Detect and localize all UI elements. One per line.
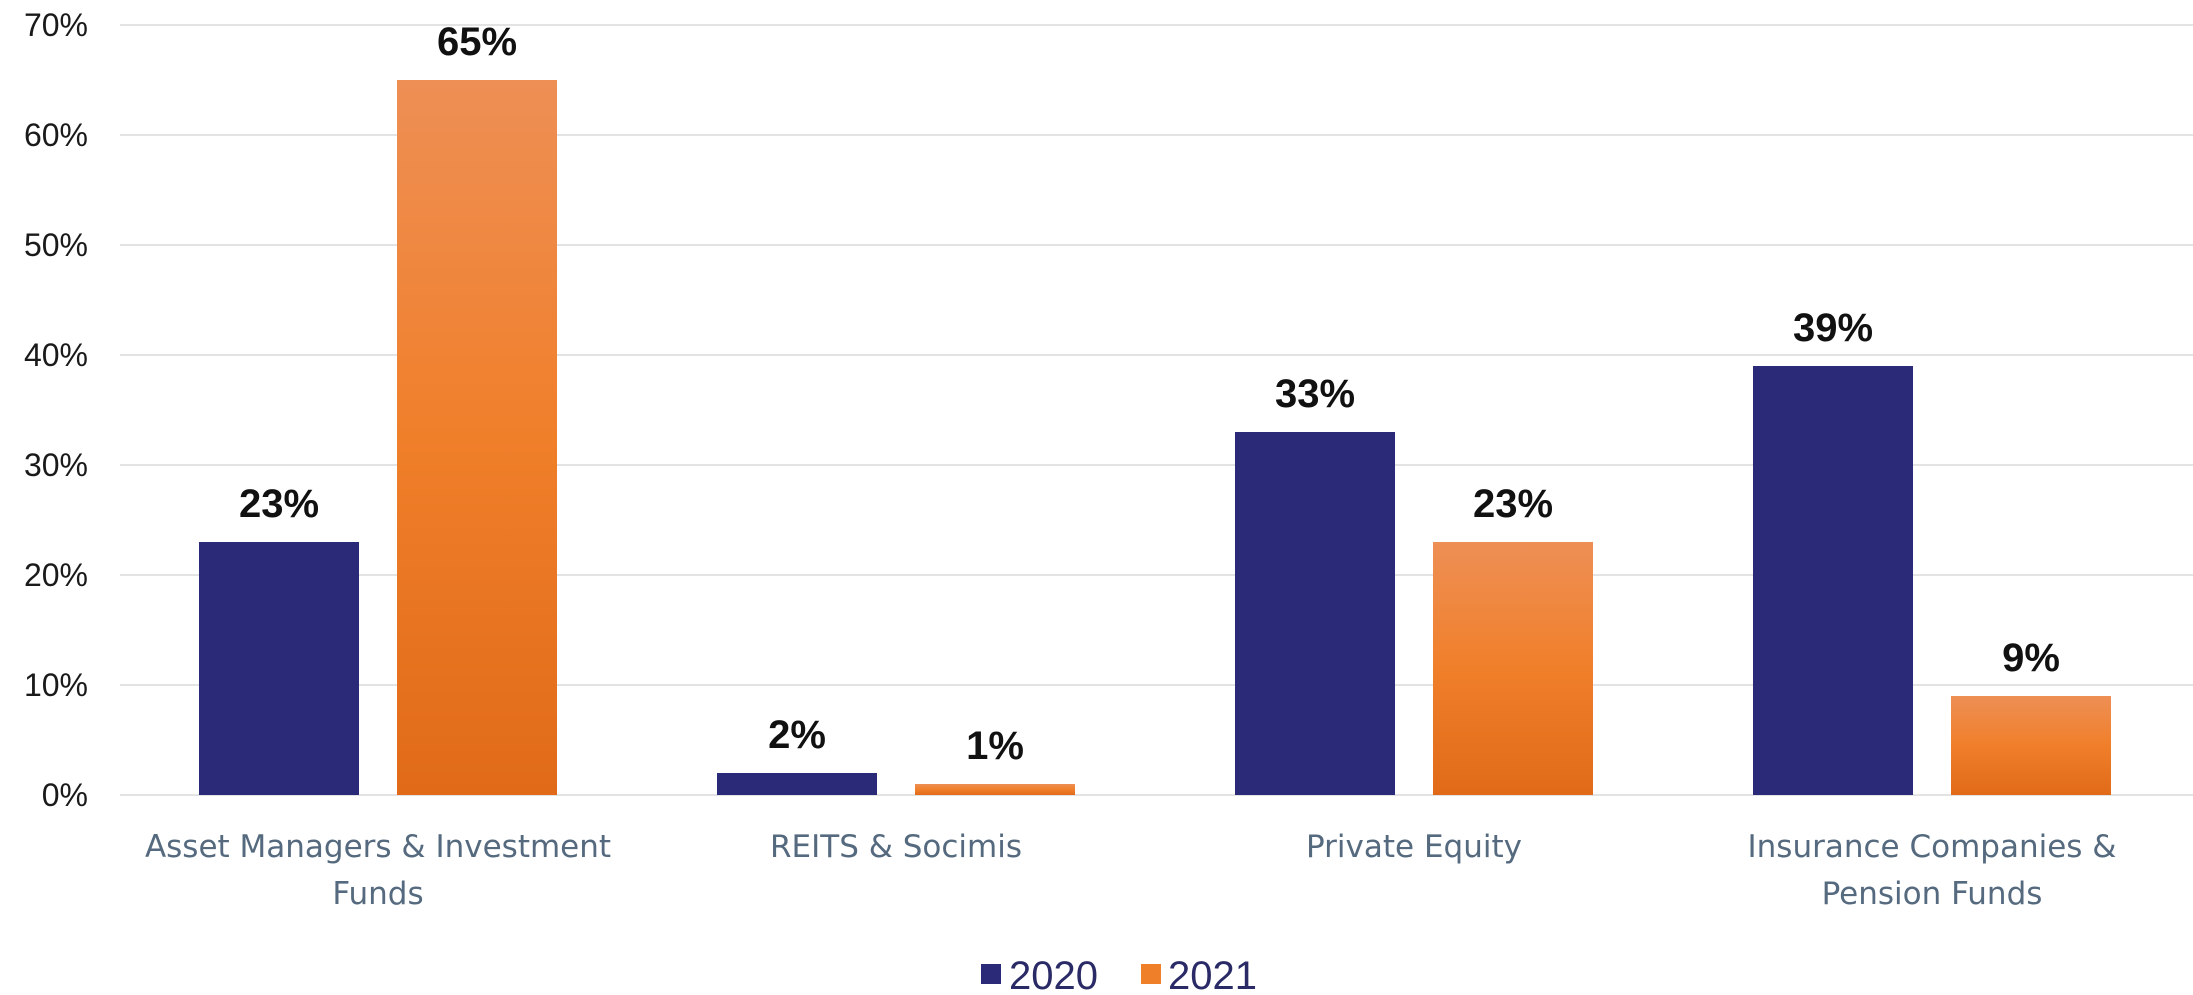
data-label-2021-2: 23% — [1473, 482, 1553, 526]
data-label-2020-3: 39% — [1793, 306, 1873, 350]
data-label-2020-2: 33% — [1275, 372, 1355, 416]
data-label-2021-3: 9% — [2002, 636, 2060, 680]
bar-2020-3 — [1753, 366, 1913, 795]
y-tick-label: 30% — [24, 447, 88, 483]
x-category-label: REITS & Socimis — [770, 829, 1022, 865]
y-axis-tick-labels: 0% 10% 20% 30% 40% 50% 60% 70% — [24, 7, 88, 813]
x-category-label: Asset Managers & Investment Funds — [145, 829, 611, 912]
y-tick-label: 20% — [24, 557, 88, 593]
y-tick-label: 10% — [24, 667, 88, 703]
x-axis-category-labels: Asset Managers & Investment Funds REITS & … — [145, 829, 2117, 912]
legend-item-2021: 2021 — [1141, 954, 1257, 995]
bar-2020-0 — [199, 542, 359, 795]
data-labels: 23% 2% 33% 39% 65% 1% 23% 9% — [239, 20, 2060, 768]
data-label-2020-0: 23% — [239, 482, 319, 526]
y-tick-label: 0% — [42, 777, 88, 813]
bar-2021-3 — [1951, 696, 2111, 795]
bar-2020-1 — [717, 773, 877, 795]
y-tick-label: 50% — [24, 227, 88, 263]
y-tick-label: 60% — [24, 117, 88, 153]
data-label-2021-1: 1% — [966, 724, 1024, 768]
y-tick-label: 70% — [24, 7, 88, 43]
bars — [199, 80, 2111, 795]
legend-swatch — [981, 964, 1001, 984]
legend-swatch — [1141, 964, 1161, 984]
legend-item-2020: 2020 — [981, 954, 1098, 995]
x-category-label: Insurance Companies & Pension Funds — [1748, 829, 2117, 912]
legend-label: 2020 — [1009, 954, 1098, 995]
bar-2021-1 — [915, 784, 1075, 795]
data-label-2020-1: 2% — [768, 713, 826, 757]
y-tick-label: 40% — [24, 337, 88, 373]
bar-2021-0 — [397, 80, 557, 795]
legend-label: 2021 — [1168, 954, 1257, 995]
legend: 2020 2021 — [981, 954, 1257, 995]
bar-2021-2 — [1433, 542, 1593, 795]
data-label-2021-0: 65% — [437, 20, 517, 64]
x-category-label: Private Equity — [1306, 829, 1522, 865]
bar-2020-2 — [1235, 432, 1395, 795]
